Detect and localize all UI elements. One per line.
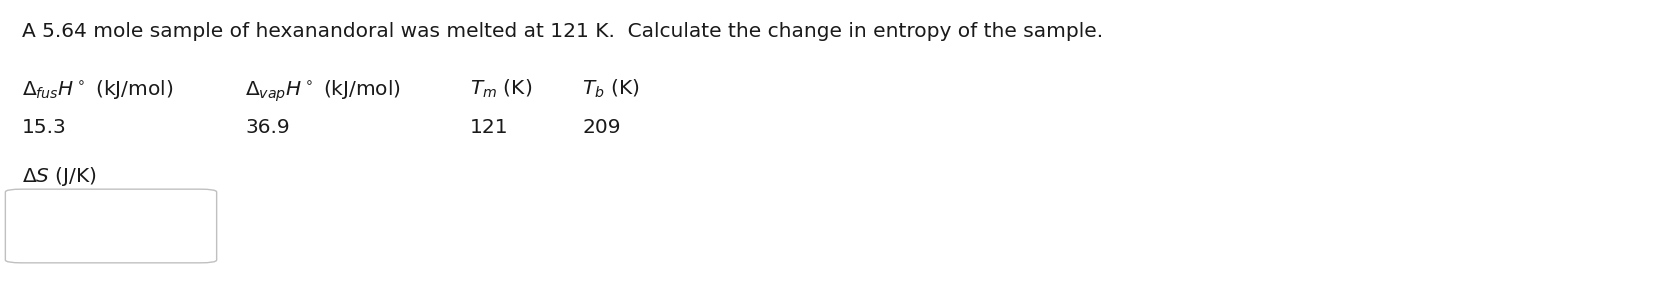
Text: 36.9: 36.9 [245, 118, 290, 137]
FancyBboxPatch shape [5, 189, 216, 263]
Text: $T_b$ (K): $T_b$ (K) [582, 78, 639, 100]
Text: 209: 209 [582, 118, 621, 137]
Text: 15.3: 15.3 [22, 118, 67, 137]
Text: $\Delta_{fus}H^\circ$ (kJ/mol): $\Delta_{fus}H^\circ$ (kJ/mol) [22, 78, 173, 101]
Text: $\Delta S$ (J/K): $\Delta S$ (J/K) [22, 165, 97, 188]
Text: A 5.64 mole sample of hexanandoral was melted at 121 K.  Calculate the change in: A 5.64 mole sample of hexanandoral was m… [22, 22, 1103, 41]
Text: $T_m$ (K): $T_m$ (K) [469, 78, 532, 100]
Text: $\Delta_{vap}H^\circ$ (kJ/mol): $\Delta_{vap}H^\circ$ (kJ/mol) [245, 78, 401, 103]
Text: 121: 121 [469, 118, 509, 137]
